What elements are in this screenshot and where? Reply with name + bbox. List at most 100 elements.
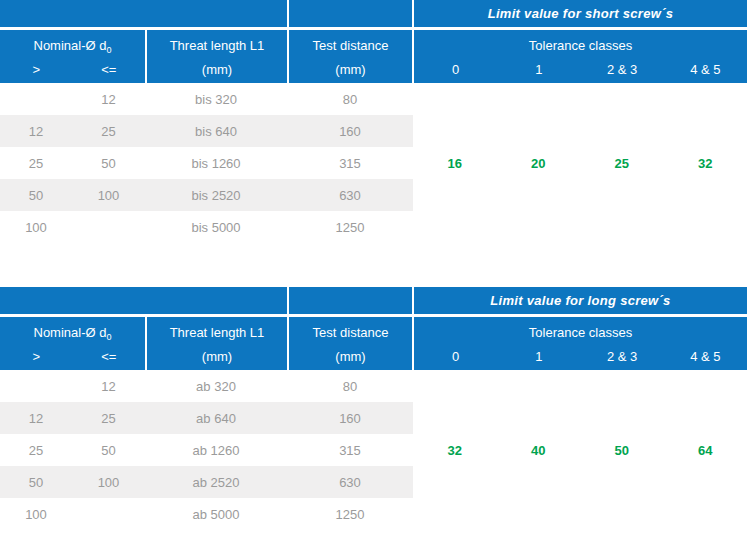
test-distance-label: Test distance — [289, 39, 412, 52]
cell-thread-length: ab 2520 — [145, 476, 287, 489]
table-rows: 12 bis 320 80 12 25 bis 640 160 25 50 bi… — [0, 83, 413, 243]
cell-lte: 50 — [72, 444, 145, 457]
col-header-test-distance: Test distance (mm) — [289, 317, 412, 370]
cell-thread-length: ab 320 — [145, 380, 287, 393]
cell-gt: 12 — [0, 412, 72, 425]
col-header-nominal: Nominal-Ø d0 > <= — [0, 30, 145, 83]
limit-value-class-2-3: 50 — [580, 443, 664, 458]
limit-value-class-4-5: 32 — [664, 156, 748, 171]
cell-thread-length: bis 640 — [145, 125, 287, 138]
table-top-row: Limit value for short screw´s — [0, 0, 747, 27]
class-0: 0 — [414, 350, 497, 363]
thread-length-unit: (mm) — [147, 350, 287, 363]
table-row: 12 25 bis 640 160 — [0, 115, 413, 147]
cell-lte: 50 — [72, 157, 145, 170]
cell-test-distance: 315 — [287, 444, 413, 457]
table-top-row: Limit value for long screw´s — [0, 287, 747, 314]
nominal-bounds: > <= — [0, 63, 145, 76]
cell-test-distance: 1250 — [287, 221, 413, 234]
thread-length-unit: (mm) — [147, 63, 287, 76]
cell-test-distance: 80 — [287, 93, 413, 106]
gt-label: > — [0, 63, 73, 76]
cell-lte: 100 — [72, 189, 145, 202]
nominal-label: Nominal-Ø d0 — [0, 326, 145, 342]
col-header-nominal: Nominal-Ø d0 > <= — [0, 317, 145, 370]
cell-test-distance: 80 — [287, 380, 413, 393]
class-1: 1 — [497, 350, 580, 363]
tolerance-class-values: 0 1 2 & 3 4 & 5 — [414, 350, 747, 363]
cell-test-distance: 1250 — [287, 508, 413, 521]
class-2-3: 2 & 3 — [581, 350, 664, 363]
limit-value-class-4-5: 64 — [664, 443, 748, 458]
table-long-screws: Limit value for long screw´s Nominal-Ø d… — [0, 287, 747, 530]
table-row: 25 50 ab 1260 315 — [0, 434, 413, 466]
col-header-thread-length: Threat length L1 (mm) — [147, 317, 287, 370]
cell-test-distance: 160 — [287, 125, 413, 138]
limit-value-class-0: 32 — [413, 443, 497, 458]
test-distance-unit: (mm) — [289, 63, 412, 76]
limit-value-class-1: 20 — [497, 156, 581, 171]
cell-lte: 12 — [72, 93, 145, 106]
lte-label: <= — [73, 63, 146, 76]
table-title: Limit value for short screw´s — [414, 0, 747, 27]
class-0: 0 — [414, 63, 497, 76]
table-row: 25 50 bis 1260 315 — [0, 147, 413, 179]
table-body: 12 bis 320 80 12 25 bis 640 160 25 50 bi… — [0, 83, 747, 243]
cell-thread-length: bis 5000 — [145, 221, 287, 234]
cell-gt: 100 — [0, 221, 72, 234]
col-header-tolerance-classes: Tolerance classes 0 1 2 & 3 4 & 5 — [414, 317, 747, 370]
table-header-row: Nominal-Ø d0 > <= Threat length L1 (mm) … — [0, 317, 747, 370]
class-1: 1 — [497, 63, 580, 76]
cell-lte: 25 — [72, 125, 145, 138]
tolerance-classes-label: Tolerance classes — [414, 326, 747, 339]
limit-values-region: 32 40 50 64 — [413, 370, 747, 530]
thread-length-label: Threat length L1 — [147, 39, 287, 52]
lte-label: <= — [73, 350, 146, 363]
cell-thread-length: bis 1260 — [145, 157, 287, 170]
cell-thread-length: ab 640 — [145, 412, 287, 425]
table-short-screws: Limit value for short screw´s Nominal-Ø … — [0, 0, 747, 243]
cell-gt: 100 — [0, 508, 72, 521]
nominal-label: Nominal-Ø d0 — [0, 39, 145, 55]
top-spacer-test — [289, 0, 412, 27]
cell-gt: 25 — [0, 444, 72, 457]
cell-thread-length: bis 2520 — [145, 189, 287, 202]
cell-lte: 25 — [72, 412, 145, 425]
col-header-thread-length: Threat length L1 (mm) — [147, 30, 287, 83]
limit-values-region: 16 20 25 32 — [413, 83, 747, 243]
cell-thread-length: ab 1260 — [145, 444, 287, 457]
table-row: 12 25 ab 640 160 — [0, 402, 413, 434]
top-spacer-nominal-thread — [0, 0, 287, 27]
test-distance-unit: (mm) — [289, 350, 412, 363]
top-spacer-test — [289, 287, 412, 314]
col-header-test-distance: Test distance (mm) — [289, 30, 412, 83]
limit-values-row: 32 40 50 64 — [413, 434, 747, 466]
cell-lte: 100 — [72, 476, 145, 489]
table-body: 12 ab 320 80 12 25 ab 640 160 25 50 ab 1… — [0, 370, 747, 530]
class-4-5: 4 & 5 — [664, 63, 747, 76]
page: { "colors": { "header_blue": "#0d76c0", … — [0, 0, 752, 541]
col-header-tolerance-classes: Tolerance classes 0 1 2 & 3 4 & 5 — [414, 30, 747, 83]
tolerance-classes-label: Tolerance classes — [414, 39, 747, 52]
top-spacer-nominal-thread — [0, 287, 287, 314]
cell-test-distance: 315 — [287, 157, 413, 170]
nominal-bounds: > <= — [0, 350, 145, 363]
gt-label: > — [0, 350, 73, 363]
table-rows: 12 ab 320 80 12 25 ab 640 160 25 50 ab 1… — [0, 370, 413, 530]
thread-length-label: Threat length L1 — [147, 326, 287, 339]
cell-gt: 12 — [0, 125, 72, 138]
cell-test-distance: 160 — [287, 412, 413, 425]
cell-gt: 25 — [0, 157, 72, 170]
class-2-3: 2 & 3 — [581, 63, 664, 76]
cell-thread-length: ab 5000 — [145, 508, 287, 521]
tolerance-class-values: 0 1 2 & 3 4 & 5 — [414, 63, 747, 76]
cell-thread-length: bis 320 — [145, 93, 287, 106]
cell-lte: 12 — [72, 380, 145, 393]
table-row: 50 100 bis 2520 630 — [0, 179, 413, 211]
limit-values-row: 16 20 25 32 — [413, 147, 747, 179]
cell-gt: 50 — [0, 476, 72, 489]
table-row: 12 ab 320 80 — [0, 370, 413, 402]
limit-value-class-0: 16 — [413, 156, 497, 171]
table-row: 50 100 ab 2520 630 — [0, 466, 413, 498]
cell-test-distance: 630 — [287, 189, 413, 202]
